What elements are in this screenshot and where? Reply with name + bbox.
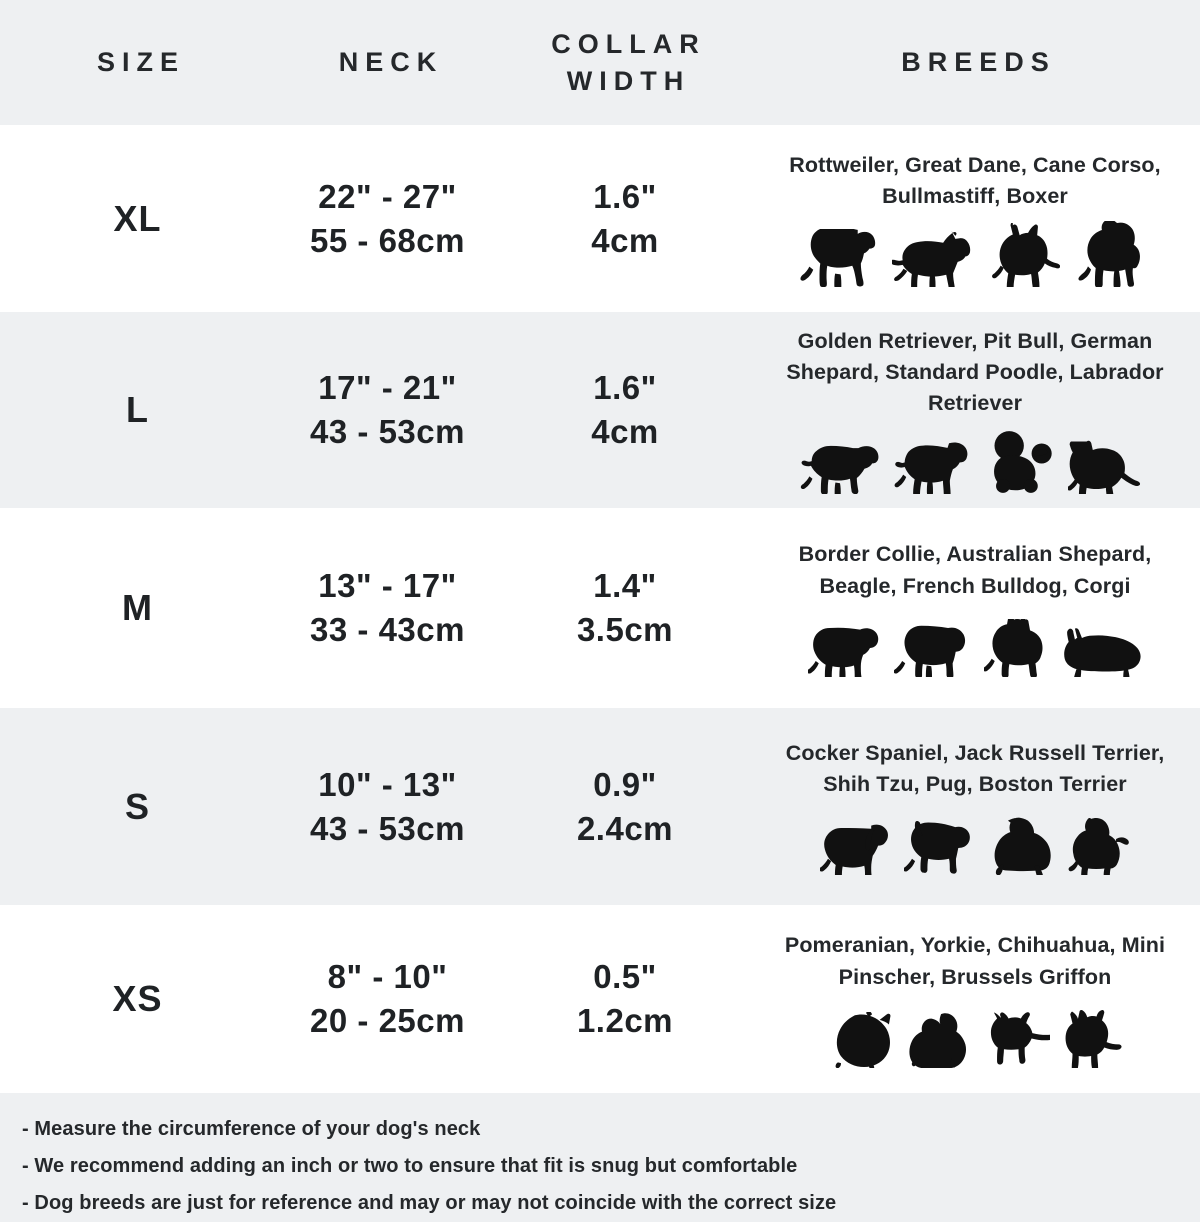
golden-retriever-silhouette-icon — [800, 442, 880, 495]
neck-cm: 20 - 25cm — [310, 1002, 465, 1039]
footer-note: - Measure the circumference of your dog'… — [22, 1118, 481, 1140]
neck-cm: 55 - 68cm — [310, 221, 465, 259]
yorkie-silhouette-icon — [906, 1012, 970, 1068]
table-header-row: SIZE NECK COLLAR WIDTH BREEDS — [0, 0, 1200, 125]
cell-collar-width: 1.6" 4cm — [500, 366, 750, 453]
cocker-spaniel-silhouette-icon — [820, 821, 890, 876]
cell-neck: 22" - 27" 55 - 68cm — [275, 175, 500, 262]
breed-icon-strip — [800, 221, 1150, 288]
cell-neck: 10" - 13" 43 - 53cm — [275, 763, 500, 850]
neck-inches: 13" - 17" — [318, 567, 457, 605]
table-row: XL 22" - 27" 55 - 68cm 1.6" 4cm Rottweil… — [0, 125, 1200, 312]
breed-icon-strip — [824, 1002, 1126, 1068]
labrador-silhouette-icon — [894, 440, 972, 495]
breeds-list: Border Collie, Australian Shepard, Beagl… — [798, 542, 1152, 598]
breeds-list: Golden Retriever, Pit Bull, German Shepa… — [786, 328, 1164, 416]
size-label: XL — [113, 197, 162, 239]
neck-inches: 10" - 13" — [318, 765, 457, 803]
size-label: S — [124, 785, 150, 827]
column-header-neck: NECK — [338, 47, 444, 78]
cell-neck: 8" - 10" 20 - 25cm — [275, 955, 500, 1042]
cell-size: XL — [0, 198, 275, 240]
column-header-size: SIZE — [96, 47, 185, 78]
beagle-silhouette-icon — [894, 625, 970, 677]
neck-inches: 17" - 21" — [318, 369, 457, 407]
cell-neck: 17" - 21" 43 - 53cm — [275, 366, 500, 453]
column-header-collar-line2: WIDTH — [566, 65, 691, 96]
great-dane-silhouette-icon — [892, 229, 976, 288]
breeds-list: Pomeranian, Yorkie, Chihuahua, Mini Pins… — [784, 933, 1166, 989]
cell-neck: 13" - 17" 33 - 43cm — [275, 564, 500, 651]
border-collie-silhouette-icon — [808, 625, 880, 677]
size-label: L — [126, 389, 149, 430]
collar-inches: 1.6" — [593, 177, 657, 215]
cell-breeds: Cocker Spaniel, Jack Russell Terrier, Sh… — [750, 738, 1200, 876]
column-header-collar-line1: COLLAR — [551, 29, 706, 60]
collar-inches: 0.5" — [593, 958, 657, 996]
collar-cm: 2.4cm — [576, 809, 674, 847]
neck-inches: 8" - 10" — [327, 958, 448, 996]
collar-inches: 1.6" — [593, 369, 657, 407]
breed-icon-strip — [808, 611, 1142, 677]
neck-cm: 43 - 53cm — [310, 413, 465, 450]
cell-collar-width: 1.6" 4cm — [500, 175, 750, 262]
chihuahua-silhouette-icon — [984, 1011, 1050, 1068]
cell-size: L — [0, 389, 275, 431]
collar-cm: 4cm — [591, 221, 659, 259]
breeds-list: Cocker Spaniel, Jack Russell Terrier, Sh… — [785, 740, 1165, 796]
cell-collar-width: 1.4" 3.5cm — [500, 564, 750, 651]
table-row: M 13" - 17" 33 - 43cm 1.4" 3.5cm Border … — [0, 508, 1200, 708]
cell-collar-width: 0.9" 2.4cm — [500, 763, 750, 850]
neck-inches: 22" - 27" — [318, 177, 457, 215]
table-row: XS 8" - 10" 20 - 25cm 0.5" 1.2cm Pomeran… — [0, 905, 1200, 1093]
pug-silhouette-icon — [1068, 817, 1130, 876]
cell-collar-width: 0.5" 1.2cm — [500, 955, 750, 1042]
table-row: S 10" - 13" 43 - 53cm 0.9" 2.4cm Cocker … — [0, 708, 1200, 905]
column-header-breeds: BREEDS — [901, 47, 1056, 78]
size-label: XS — [112, 978, 163, 1019]
breeds-list: Rottweiler, Great Dane, Cane Corso, Bull… — [789, 152, 1161, 208]
cell-size: S — [0, 786, 275, 828]
cell-size: M — [0, 587, 275, 629]
rottweiler-silhouette-icon — [800, 229, 878, 288]
footer-note: - Dog breeds are just for reference and … — [22, 1192, 837, 1214]
column-header-collar-width: COLLAR WIDTH — [500, 26, 750, 99]
doberman-silhouette-icon — [990, 223, 1060, 288]
collar-inches: 1.4" — [593, 567, 657, 605]
cell-size: XS — [0, 978, 275, 1020]
bullmastiff-silhouette-icon — [1074, 221, 1150, 288]
french-bulldog-silhouette-icon — [984, 618, 1050, 677]
table-row: L 17" - 21" 43 - 53cm 1.6" 4cm Golden Re… — [0, 312, 1200, 508]
breed-icon-strip — [800, 428, 1150, 495]
footer-note: - We recommend adding an inch or two to … — [22, 1155, 798, 1177]
poodle-silhouette-icon — [986, 430, 1054, 494]
breed-icon-strip — [820, 809, 1130, 876]
mini-pinscher-silhouette-icon — [1064, 1009, 1126, 1068]
footer-notes: - Measure the circumference of your dog'… — [0, 1093, 1200, 1222]
cell-breeds: Border Collie, Australian Shepard, Beagl… — [750, 539, 1200, 677]
collar-cm: 1.2cm — [576, 1002, 674, 1039]
size-label: M — [122, 587, 153, 628]
neck-cm: 43 - 53cm — [310, 809, 465, 847]
collar-cm: 4cm — [591, 413, 659, 450]
neck-cm: 33 - 43cm — [310, 611, 465, 648]
collar-inches: 0.9" — [593, 765, 657, 803]
collar-cm: 3.5cm — [576, 611, 674, 648]
jack-russell-silhouette-icon — [904, 821, 974, 875]
cell-breeds: Pomeranian, Yorkie, Chihuahua, Mini Pins… — [750, 930, 1200, 1068]
cell-breeds: Golden Retriever, Pit Bull, German Shepa… — [750, 326, 1200, 495]
cell-breeds: Rottweiler, Great Dane, Cane Corso, Bull… — [750, 150, 1200, 288]
corgi-silhouette-icon — [1064, 627, 1142, 677]
pomeranian-silhouette-icon — [824, 1011, 892, 1068]
shih-tzu-silhouette-icon — [988, 817, 1054, 876]
german-shepherd-silhouette-icon — [1068, 440, 1150, 495]
